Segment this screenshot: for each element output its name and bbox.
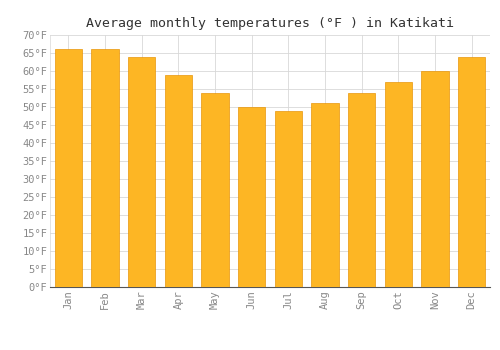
Bar bbox=[458, 57, 485, 287]
Bar bbox=[238, 107, 266, 287]
Bar bbox=[164, 75, 192, 287]
Bar bbox=[128, 57, 156, 287]
Bar bbox=[421, 71, 448, 287]
Bar bbox=[348, 93, 376, 287]
Bar bbox=[201, 93, 229, 287]
Bar bbox=[274, 111, 302, 287]
Bar bbox=[91, 49, 119, 287]
Bar bbox=[311, 103, 339, 287]
Title: Average monthly temperatures (°F ) in Katikati: Average monthly temperatures (°F ) in Ka… bbox=[86, 17, 454, 30]
Bar bbox=[384, 82, 412, 287]
Bar bbox=[54, 49, 82, 287]
